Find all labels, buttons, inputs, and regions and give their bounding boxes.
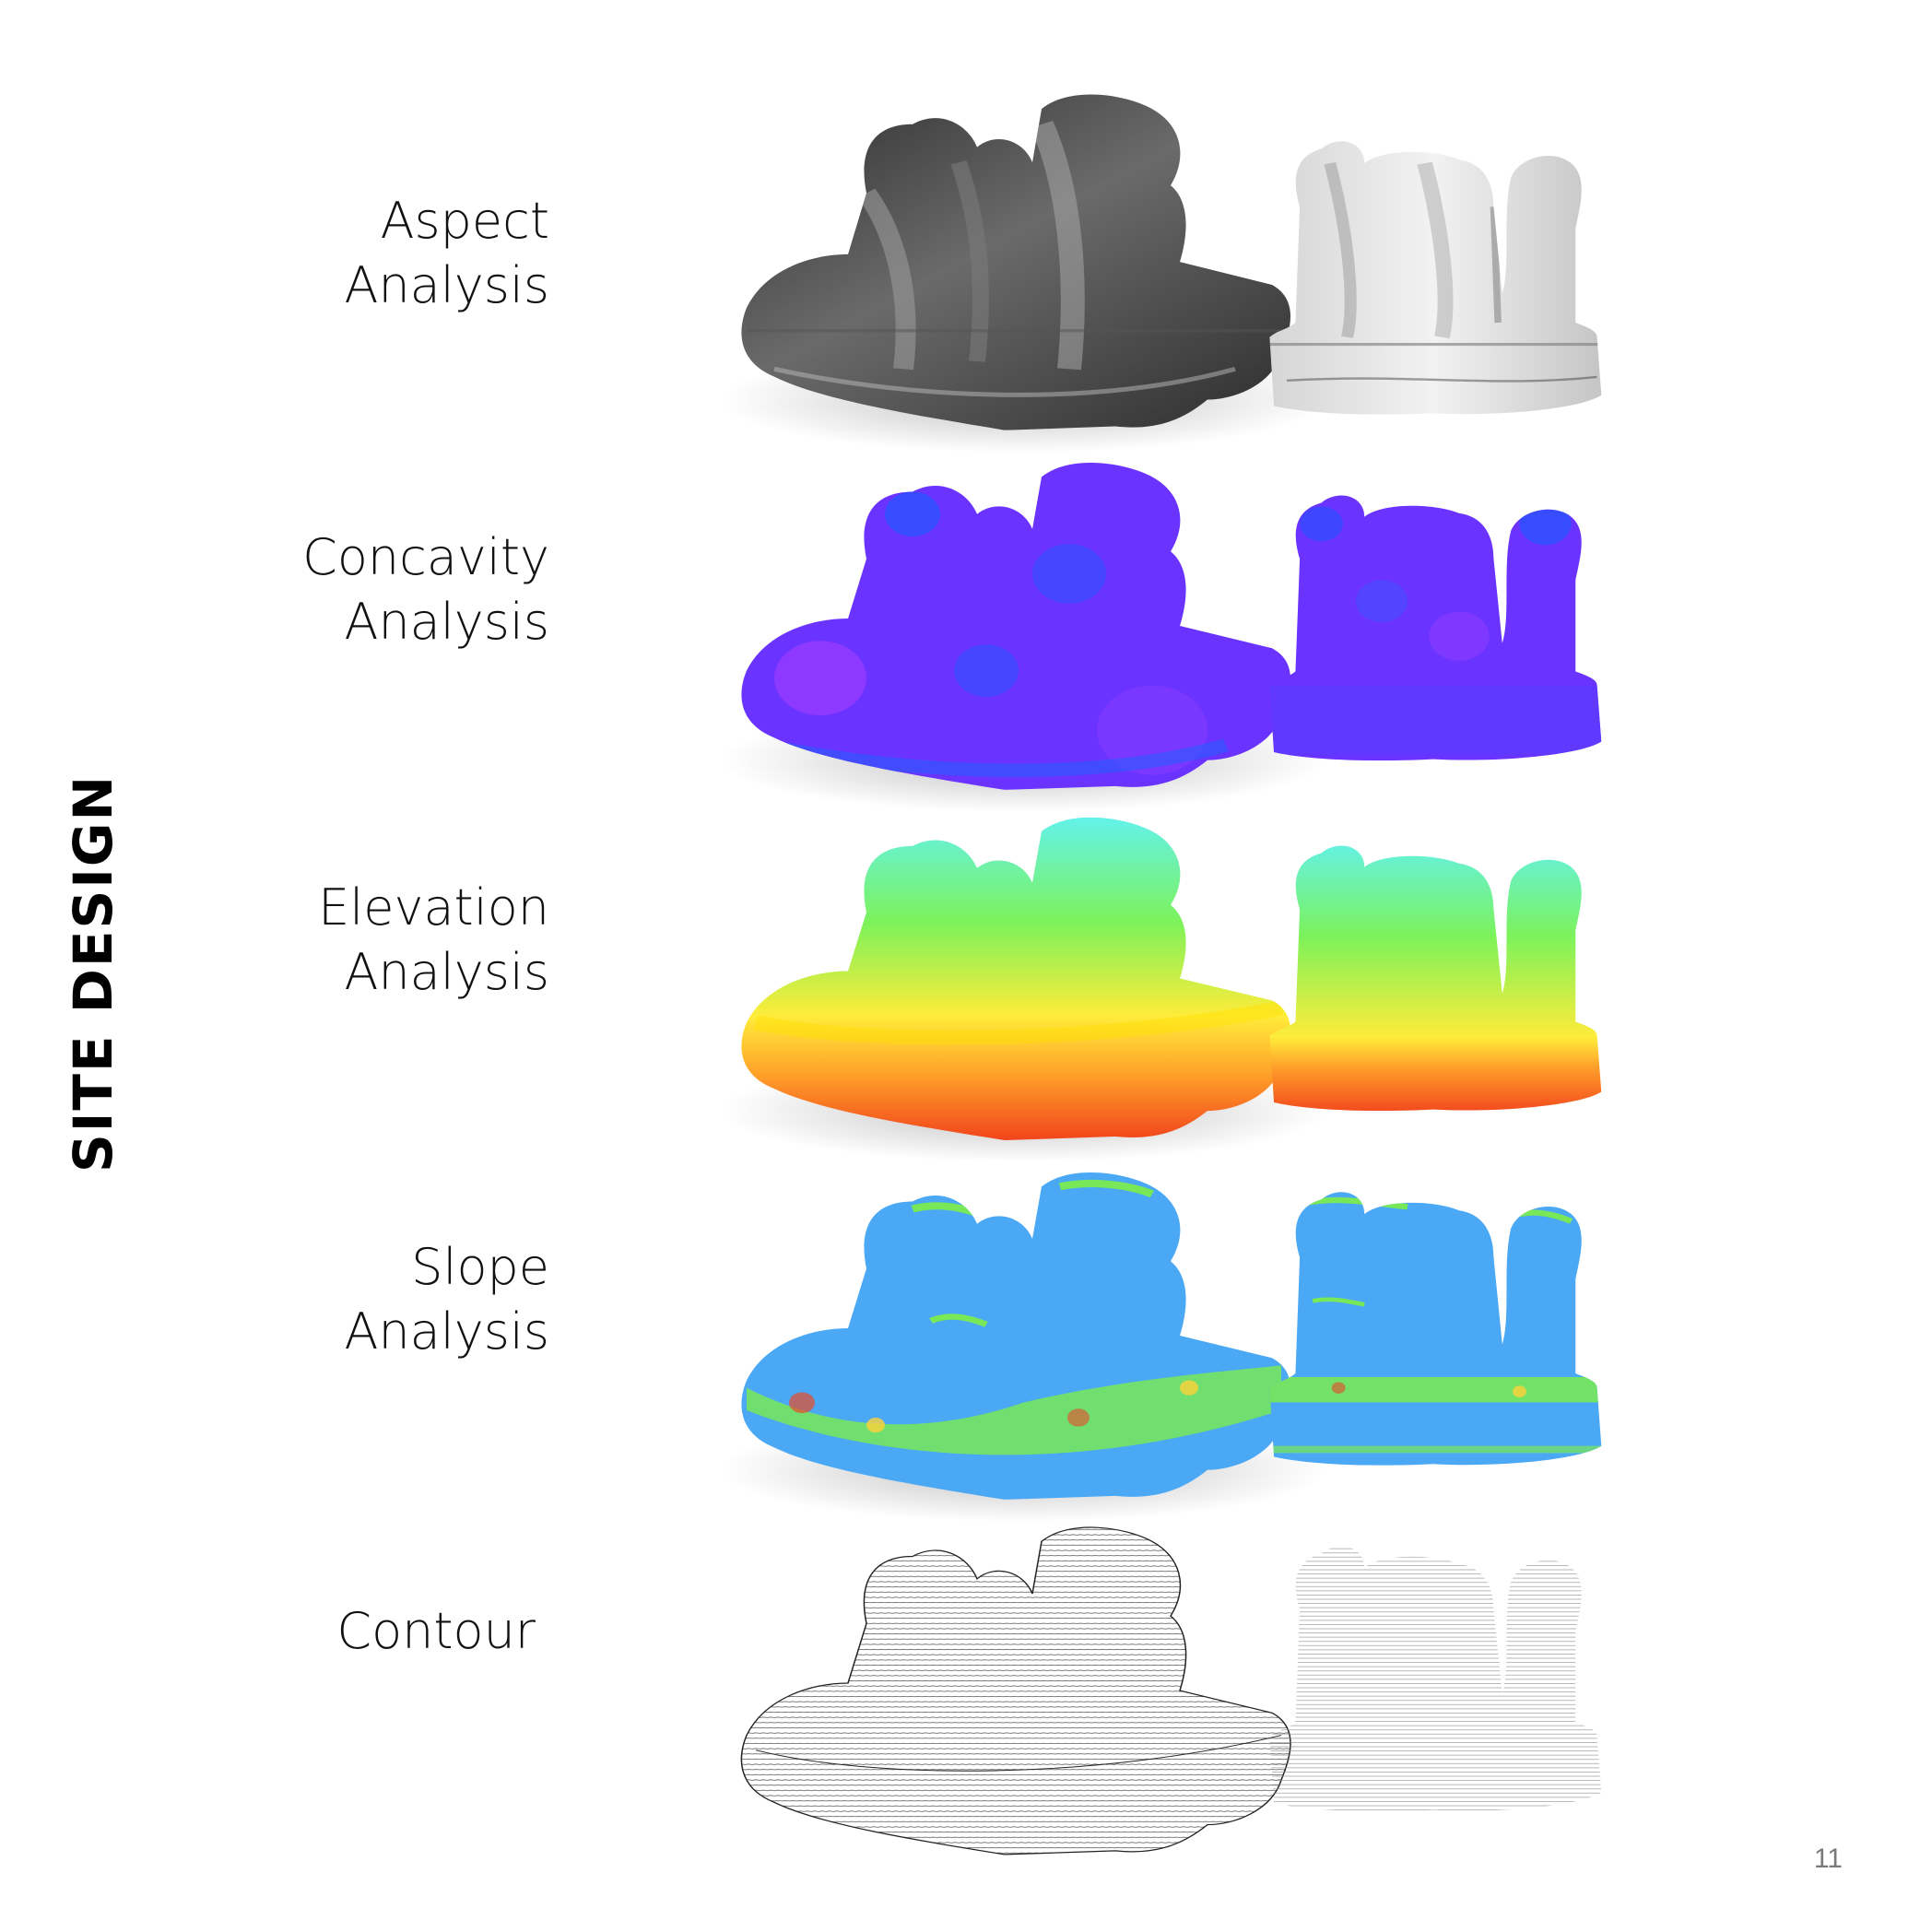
row-label-line1: Concavity [302,528,549,586]
side-title: SITE DESIGN [62,774,124,1172]
concavity-render-iso [636,447,1327,813]
concavity-render-front [1235,475,1632,770]
page-number: 11 [1813,1844,1843,1874]
elevation-render-front [1235,825,1632,1120]
row-label-contour: Contour [336,1599,536,1664]
row-label-line1: Slope [411,1238,549,1296]
row-label-elevation: Elevation Analysis [318,876,549,1005]
contour-render-iso [636,1512,1300,1862]
row-label-line1: Contour [336,1602,536,1660]
contour-render-front [1235,1526,1632,1820]
slope-render-iso [636,1157,1327,1523]
aspect-render-front [1235,120,1632,424]
row-label-line2: Analysis [344,1302,550,1361]
row-label-aspect: Aspect Analysis [345,189,550,318]
row-label-concavity: Concavity Analysis [302,525,549,654]
aspect-render-iso [636,78,1327,454]
row-label-line1: Elevation [318,878,549,937]
row-label-line1: Aspect [380,192,549,250]
elevation-render-iso [636,802,1327,1162]
row-label-slope: Slope Analysis [345,1235,550,1364]
row-label-line2: Analysis [344,593,550,651]
slope-render-front [1235,1171,1632,1475]
row-label-line2: Analysis [344,943,550,1001]
row-label-line2: Analysis [344,256,550,314]
